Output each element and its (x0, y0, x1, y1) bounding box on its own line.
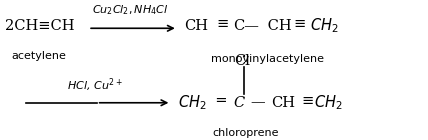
Text: CH: CH (272, 96, 296, 110)
Text: HCl, $Cu^{2+}$: HCl, $Cu^{2+}$ (67, 77, 122, 94)
Text: 2CH≡CH: 2CH≡CH (5, 18, 74, 32)
Text: CH: CH (263, 18, 292, 32)
Text: Cl: Cl (234, 54, 250, 68)
Text: ═: ═ (216, 94, 225, 108)
Text: $CH_2$: $CH_2$ (314, 93, 343, 112)
Text: C: C (233, 96, 244, 110)
Text: —: — (250, 95, 265, 109)
Text: chloroprene: chloroprene (213, 128, 279, 138)
Text: $Cu_2Cl_2,NH_4Cl$: $Cu_2Cl_2,NH_4Cl$ (92, 4, 169, 17)
Text: CH: CH (184, 18, 208, 32)
Text: ≡: ≡ (216, 17, 229, 31)
Text: acetylene: acetylene (12, 51, 66, 61)
Text: C—: C— (233, 18, 259, 32)
Text: ≡: ≡ (293, 17, 305, 31)
Text: $CH_2$: $CH_2$ (306, 16, 339, 35)
Text: ≡: ≡ (301, 94, 314, 108)
Text: monovinylacetylene: monovinylacetylene (211, 54, 324, 64)
Text: $CH_2$: $CH_2$ (178, 93, 206, 112)
